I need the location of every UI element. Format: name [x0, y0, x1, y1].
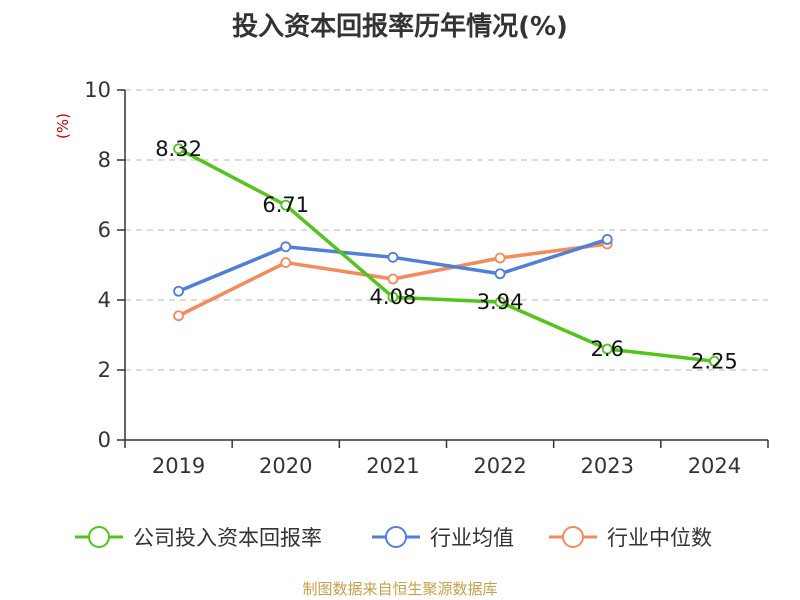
chart-title: 投入资本回报率历年情况(%) — [232, 12, 568, 42]
series-layer — [173, 143, 720, 367]
point-0-2020 — [280, 199, 292, 211]
series-1 — [173, 234, 613, 297]
point-1-2023 — [601, 234, 613, 245]
data-label-2022: 3.94 — [477, 290, 524, 314]
point-2-2020 — [280, 257, 292, 268]
legend: 公司投入资本回报率 行业均值 行业中位数 — [75, 526, 712, 550]
legend-item-0: 公司投入资本回报率 — [75, 526, 322, 550]
legend-item-1: 行业均值 — [372, 526, 514, 550]
legend-marker-1 — [385, 526, 407, 548]
point-0-2021 — [387, 291, 399, 303]
legend-marker-2 — [562, 526, 584, 548]
series-2 — [173, 238, 613, 322]
legend-label-2: 行业中位数 — [607, 526, 712, 550]
legend-label-0: 公司投入资本回报率 — [133, 526, 322, 550]
data-labels: 8.32 6.71 4.08 3.94 2.6 2.25 — [155, 137, 738, 373]
y-tick-label-2: 4 — [98, 288, 111, 312]
x-tick-label-2021: 2021 — [366, 454, 419, 478]
data-label-2020: 6.71 — [262, 193, 309, 217]
point-1-2020 — [280, 241, 292, 253]
point-1-2021 — [387, 251, 399, 263]
source-note: 制图数据来自恒生聚源数据库 — [302, 580, 498, 598]
legend-label-1: 行业均值 — [430, 526, 514, 550]
series-line-0 — [176, 147, 717, 363]
data-label-2023: 2.6 — [591, 337, 624, 361]
y-tick-label-0: 0 — [98, 428, 111, 452]
data-label-2019: 8.32 — [155, 137, 202, 161]
y-axis-unit-label: (%) — [54, 113, 72, 139]
point-0-2023 — [601, 343, 613, 355]
point-2-2019 — [173, 310, 184, 322]
y-tick-label-3: 6 — [98, 218, 111, 242]
y-tick-label-5: 10 — [84, 78, 111, 102]
x-tick-label-2019: 2019 — [152, 454, 205, 478]
grid-lines — [125, 89, 768, 371]
point-1-2022 — [494, 268, 506, 280]
point-0-2019 — [173, 143, 184, 155]
x-tick-label-2020: 2020 — [259, 454, 312, 478]
point-0-2022 — [494, 296, 506, 308]
data-label-2024: 2.25 — [691, 349, 738, 373]
legend-marker-0 — [88, 526, 110, 548]
series-0 — [173, 143, 720, 367]
point-2-2022 — [494, 252, 506, 264]
legend-item-2: 行业中位数 — [549, 526, 712, 550]
axes: 0 2 4 6 8 10 2019 2020 2021 2022 2023 2024 — [84, 78, 769, 478]
point-1-2019 — [173, 285, 184, 297]
point-2-2021 — [387, 273, 399, 285]
point-0-2024 — [709, 355, 720, 367]
y-tick-label-1: 2 — [98, 358, 111, 382]
x-tick-label-2023: 2023 — [581, 454, 634, 478]
x-tick-label-2022: 2022 — [473, 454, 526, 478]
data-label-2021: 4.08 — [370, 285, 417, 309]
x-tick-label-2024: 2024 — [688, 454, 741, 478]
y-tick-label-4: 8 — [98, 148, 111, 172]
